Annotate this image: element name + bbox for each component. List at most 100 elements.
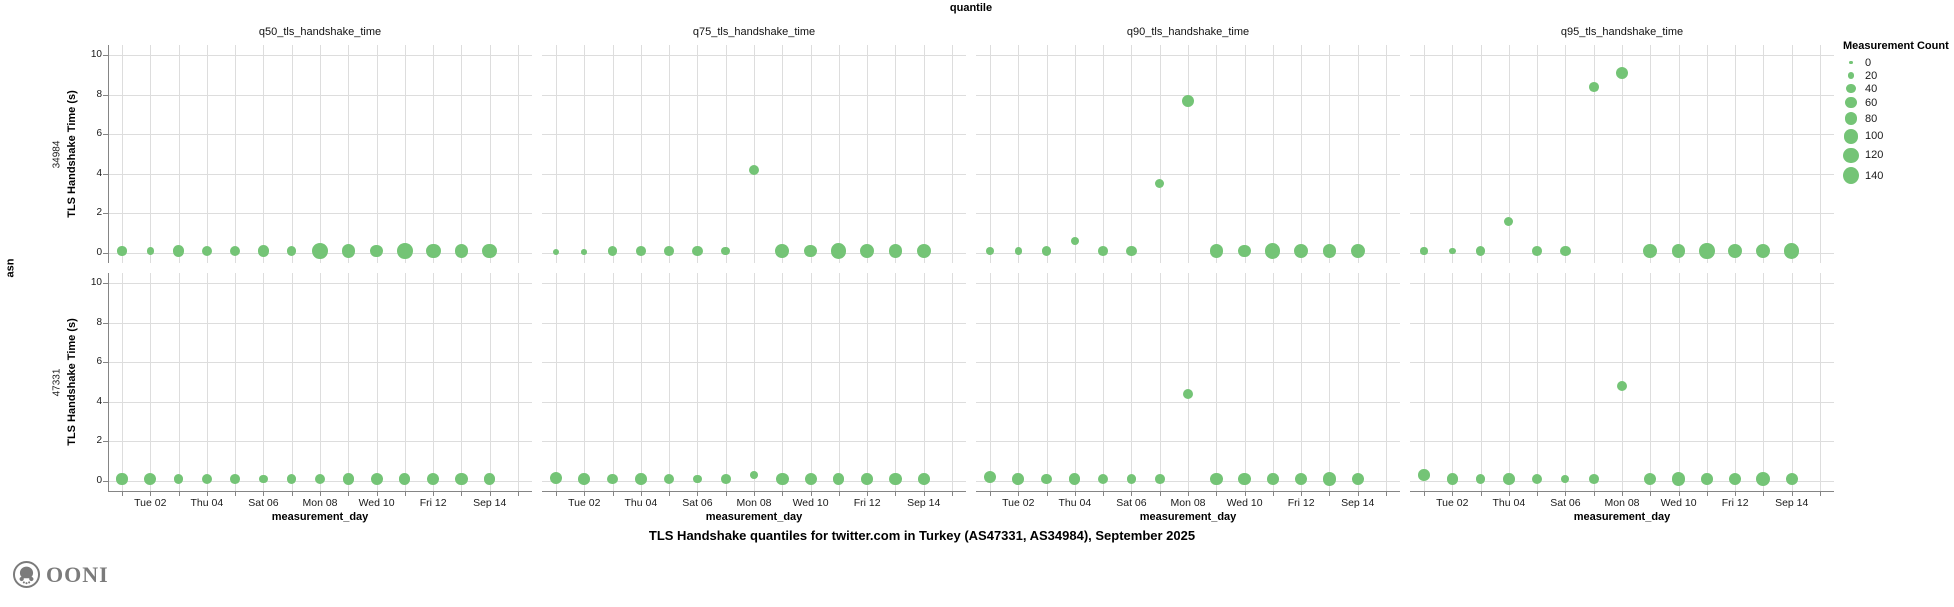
data-point-bubble[interactable] — [721, 246, 730, 256]
data-point-bubble[interactable] — [399, 473, 411, 485]
data-point-bubble[interactable] — [663, 473, 675, 485]
data-point-bubble[interactable] — [1475, 474, 1486, 484]
data-point-bubble[interactable] — [172, 245, 185, 257]
data-point-bubble[interactable] — [1561, 475, 1570, 483]
data-point-bubble[interactable] — [1012, 473, 1025, 485]
data-point-bubble[interactable] — [1756, 472, 1771, 487]
data-point-bubble[interactable] — [549, 472, 563, 485]
data-point-bubble[interactable] — [917, 473, 930, 485]
data-point-bubble[interactable] — [144, 472, 157, 486]
data-point-bubble[interactable] — [804, 472, 817, 486]
data-point-bubble[interactable] — [1154, 474, 1165, 484]
data-point-bubble[interactable] — [1014, 247, 1022, 255]
data-point-bubble[interactable] — [117, 246, 127, 256]
data-point-bubble[interactable] — [454, 244, 469, 258]
data-point-bubble[interactable] — [201, 473, 213, 485]
data-point-bubble[interactable] — [1699, 243, 1715, 259]
data-point-bubble[interactable] — [341, 244, 355, 258]
data-point-bubble[interactable] — [581, 249, 588, 255]
data-point-bubble[interactable] — [396, 243, 413, 259]
data-point-bubble[interactable] — [1532, 246, 1542, 256]
data-point-bubble[interactable] — [1701, 473, 1713, 485]
data-point-bubble[interactable] — [342, 473, 354, 485]
data-point-bubble[interactable] — [1504, 216, 1514, 226]
data-point-bubble[interactable] — [259, 474, 268, 484]
data-point-bubble[interactable] — [287, 246, 297, 256]
data-point-bubble[interactable] — [1756, 244, 1771, 259]
data-point-bubble[interactable] — [916, 243, 931, 259]
data-point-bubble[interactable] — [1420, 247, 1428, 255]
data-point-bubble[interactable] — [1588, 81, 1599, 92]
data-point-bubble[interactable] — [983, 471, 997, 484]
data-point-bubble[interactable] — [229, 245, 241, 257]
data-point-bubble[interactable] — [1729, 472, 1742, 486]
data-point-bubble[interactable] — [1238, 472, 1251, 486]
data-point-bubble[interactable] — [1449, 247, 1456, 255]
data-point-bubble[interactable] — [1267, 473, 1279, 485]
data-point-bubble[interactable] — [986, 247, 994, 255]
data-point-bubble[interactable] — [552, 248, 560, 256]
data-point-bubble[interactable] — [482, 243, 498, 259]
data-point-bubble[interactable] — [1210, 472, 1223, 486]
data-point-bubble[interactable] — [454, 472, 468, 486]
data-point-bubble[interactable] — [692, 245, 703, 257]
data-point-bubble[interactable] — [1322, 472, 1337, 486]
data-point-bubble[interactable] — [1616, 380, 1628, 392]
data-point-bubble[interactable] — [636, 246, 646, 256]
data-point-bubble[interactable] — [578, 473, 591, 485]
data-point-bubble[interactable] — [1126, 474, 1136, 484]
data-point-bubble[interactable] — [720, 474, 731, 484]
data-point-bubble[interactable] — [1351, 472, 1364, 486]
data-point-bubble[interactable] — [804, 244, 817, 258]
data-point-bubble[interactable] — [1238, 244, 1251, 258]
data-point-bubble[interactable] — [1209, 244, 1223, 258]
data-point-bubble[interactable] — [1041, 473, 1052, 485]
data-point-bubble[interactable] — [370, 472, 383, 486]
data-point-bubble[interactable] — [1294, 472, 1308, 486]
data-point-bubble[interactable] — [1126, 245, 1137, 257]
data-point-bubble[interactable] — [1181, 94, 1195, 107]
data-point-bubble[interactable] — [635, 473, 647, 485]
data-point-bubble[interactable] — [201, 245, 213, 257]
data-point-bubble[interactable] — [314, 473, 326, 485]
data-point-bubble[interactable] — [861, 473, 873, 485]
data-point-bubble[interactable] — [1671, 472, 1686, 486]
data-point-bubble[interactable] — [257, 245, 270, 257]
data-point-bubble[interactable] — [1615, 66, 1629, 80]
data-point-bubble[interactable] — [748, 164, 760, 176]
data-point-bubble[interactable] — [1560, 245, 1571, 257]
data-point-bubble[interactable] — [1418, 469, 1430, 481]
data-point-bubble[interactable] — [287, 474, 297, 484]
data-point-bubble[interactable] — [607, 473, 618, 485]
data-point-bubble[interactable] — [859, 243, 875, 259]
data-point-bubble[interactable] — [1446, 473, 1458, 485]
data-point-bubble[interactable] — [889, 472, 902, 486]
data-point-bubble[interactable] — [1265, 243, 1281, 259]
data-point-bubble[interactable] — [1503, 473, 1515, 485]
data-point-bubble[interactable] — [1785, 472, 1798, 486]
data-point-bubble[interactable] — [1070, 236, 1080, 246]
data-point-bubble[interactable] — [146, 247, 154, 255]
data-point-bubble[interactable] — [888, 244, 903, 258]
data-point-bubble[interactable] — [607, 246, 618, 256]
data-point-bubble[interactable] — [664, 246, 674, 256]
data-point-bubble[interactable] — [1350, 243, 1365, 259]
data-point-bubble[interactable] — [1097, 473, 1109, 485]
data-point-bubble[interactable] — [425, 243, 441, 259]
data-point-bubble[interactable] — [750, 471, 758, 479]
data-point-bubble[interactable] — [1784, 243, 1800, 259]
data-point-bubble[interactable] — [833, 473, 845, 485]
data-point-bubble[interactable] — [776, 472, 789, 486]
data-point-bubble[interactable] — [775, 244, 790, 258]
data-point-bubble[interactable] — [230, 474, 240, 484]
data-point-bubble[interactable] — [831, 243, 847, 259]
data-point-bubble[interactable] — [1671, 244, 1686, 258]
data-point-bubble[interactable] — [1588, 474, 1599, 484]
data-point-bubble[interactable] — [693, 474, 702, 484]
data-point-bubble[interactable] — [1322, 244, 1337, 258]
data-point-bubble[interactable] — [1532, 473, 1543, 485]
data-point-bubble[interactable] — [1098, 246, 1108, 256]
data-point-bubble[interactable] — [1155, 179, 1165, 189]
data-point-bubble[interactable] — [312, 243, 328, 259]
data-point-bubble[interactable] — [1294, 244, 1309, 259]
